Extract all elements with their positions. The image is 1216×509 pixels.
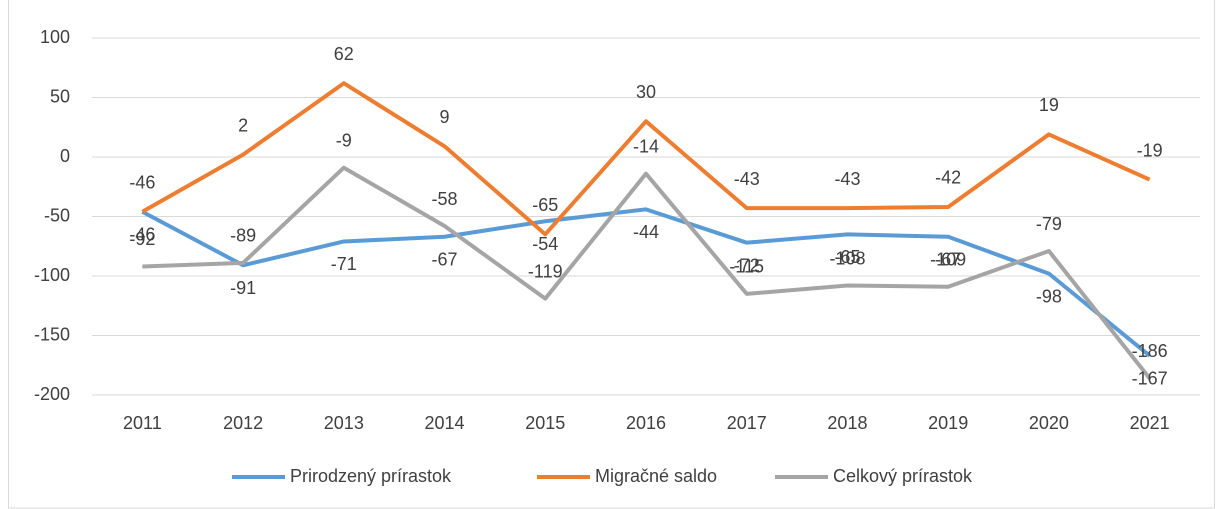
data-label: -71 xyxy=(331,254,357,274)
x-tick-label: 2017 xyxy=(727,413,767,433)
x-tick-label: 2014 xyxy=(425,413,465,433)
y-tick-label: -50 xyxy=(44,205,70,225)
x-tick-label: 2013 xyxy=(324,413,364,433)
data-label: -65 xyxy=(834,247,860,267)
data-label: -65 xyxy=(532,195,558,215)
x-tick-label: 2020 xyxy=(1029,413,1069,433)
data-label: -119 xyxy=(528,261,563,281)
data-label: -108 xyxy=(829,248,865,268)
x-tick-label: 2019 xyxy=(928,413,968,433)
data-label: -167 xyxy=(1132,368,1168,388)
series-line xyxy=(142,165,1152,380)
data-label: -115 xyxy=(729,257,764,277)
x-tick-label: 2012 xyxy=(223,413,263,433)
y-tick-label: -200 xyxy=(34,384,70,404)
y-tick-label: 100 xyxy=(40,27,70,47)
data-label: -98 xyxy=(1036,286,1062,306)
data-label: -89 xyxy=(230,226,256,246)
x-tick-label: 2016 xyxy=(626,413,666,433)
data-label: 9 xyxy=(440,107,450,127)
data-label: -14 xyxy=(633,136,659,156)
y-tick-label: -100 xyxy=(34,265,70,285)
legend-label: Migračné saldo xyxy=(595,466,717,486)
data-label: -109 xyxy=(930,249,966,269)
series-line xyxy=(141,81,1151,237)
data-label: 30 xyxy=(636,82,656,102)
data-label: -42 xyxy=(935,168,961,188)
x-tick-label: 2011 xyxy=(123,413,162,433)
data-label: -54 xyxy=(532,234,558,254)
y-tick-label: 0 xyxy=(60,146,70,166)
data-label: -58 xyxy=(432,189,458,209)
x-tick-label: 2015 xyxy=(525,413,565,433)
legend-label: Celkový prírastok xyxy=(833,466,973,486)
data-label: -44 xyxy=(633,222,659,242)
data-label: -43 xyxy=(834,169,860,189)
data-label: -92 xyxy=(129,229,155,249)
data-label: 62 xyxy=(334,44,354,64)
chart-frame xyxy=(8,0,1215,509)
data-label: -67 xyxy=(432,249,458,269)
data-label: -186 xyxy=(1132,341,1168,361)
x-tick-label: 2021 xyxy=(1130,413,1170,433)
x-tick-label: 2018 xyxy=(827,413,867,433)
data-label: -19 xyxy=(1137,140,1163,160)
y-tick-label: -150 xyxy=(34,324,70,344)
data-label: -91 xyxy=(230,278,256,298)
series-line xyxy=(141,207,1151,358)
data-label: -46 xyxy=(129,172,155,192)
data-label: -9 xyxy=(336,130,352,150)
y-tick-label: 50 xyxy=(50,86,70,106)
data-label: -46 xyxy=(129,224,155,244)
data-label: -43 xyxy=(734,169,760,189)
data-label: -67 xyxy=(935,249,961,269)
data-label: -72 xyxy=(734,255,760,275)
legend-label: Prirodzený prírastok xyxy=(290,466,452,486)
data-label: 2 xyxy=(238,115,248,135)
data-label: -79 xyxy=(1036,214,1062,234)
data-label: 19 xyxy=(1039,95,1059,115)
